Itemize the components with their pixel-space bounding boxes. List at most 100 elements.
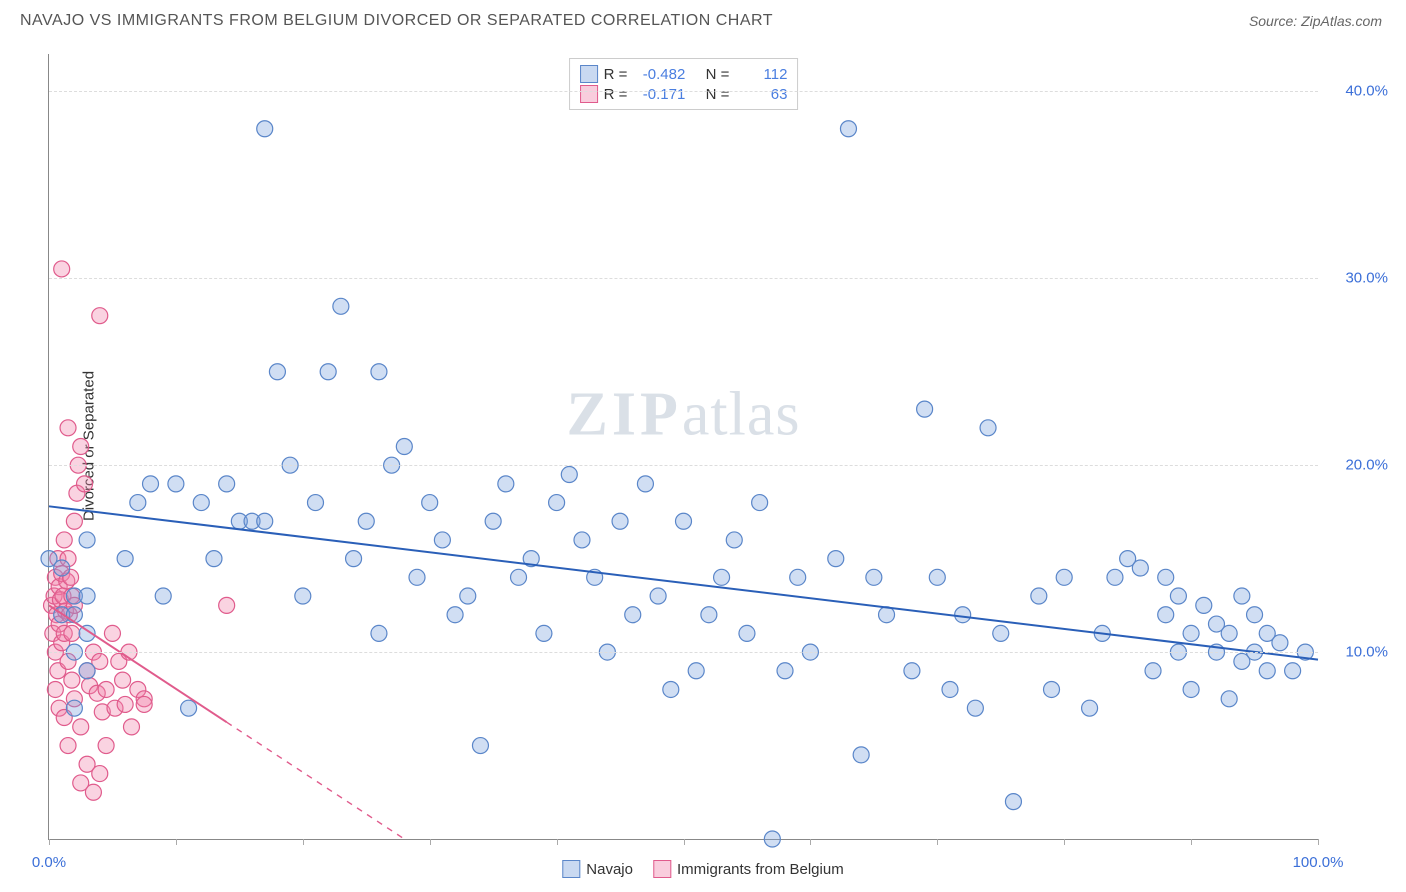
data-point [136,696,152,712]
swatch-belgium [580,85,598,103]
stats-row-belgium: R = -0.171 N = 63 [580,85,788,103]
data-point [1132,560,1148,576]
x-tick-label: 100.0% [1293,854,1344,871]
data-point [1158,607,1174,623]
data-point [371,364,387,380]
y-tick-label: 40.0% [1345,83,1388,100]
n-label: N = [706,86,730,103]
data-point [714,569,730,585]
data-point [688,663,704,679]
data-point [663,681,679,697]
data-point [66,513,82,529]
x-tick [1318,839,1319,845]
data-point [929,569,945,585]
data-point [1196,597,1212,613]
stats-legend-box: R = -0.482 N = 112 R = -0.171 N = 63 [569,58,799,110]
data-point [1183,625,1199,641]
data-point [790,569,806,585]
data-point [66,607,82,623]
legend-item-belgium: Immigrants from Belgium [653,860,844,878]
data-point [853,747,869,763]
data-point [358,513,374,529]
data-point [828,551,844,567]
data-point [942,681,958,697]
data-point [307,495,323,511]
r-label: R = [604,86,628,103]
plot-area: ZIPatlas R = -0.482 N = 112 R = -0.171 N… [48,54,1318,840]
data-point [193,495,209,511]
x-tick [49,839,50,845]
data-point [92,308,108,324]
data-point [219,476,235,492]
y-tick-label: 30.0% [1345,270,1388,287]
data-point [625,607,641,623]
x-tick [937,839,938,845]
data-point [472,738,488,754]
data-point [1056,569,1072,585]
data-point [422,495,438,511]
x-tick [684,839,685,845]
gridline [49,465,1318,466]
x-tick [303,839,304,845]
data-point [1005,794,1021,810]
data-point [1044,681,1060,697]
source-link[interactable]: ZipAtlas.com [1301,13,1382,29]
data-point [1259,663,1275,679]
x-tick [1064,839,1065,845]
data-point [536,625,552,641]
data-point [79,588,95,604]
data-point [206,551,222,567]
data-point [1145,663,1161,679]
r-value-belgium: -0.171 [633,86,685,103]
data-point [485,513,501,529]
y-tick-label: 10.0% [1345,644,1388,661]
stats-row-navajo: R = -0.482 N = 112 [580,65,788,83]
data-point [92,766,108,782]
data-point [917,401,933,417]
data-point [85,784,101,800]
data-point [967,700,983,716]
data-point [1234,588,1250,604]
data-point [155,588,171,604]
x-tick [430,839,431,845]
data-point [168,476,184,492]
data-point [320,364,336,380]
data-point [333,298,349,314]
data-point [73,719,89,735]
data-point [77,476,93,492]
data-point [47,681,63,697]
n-label: N = [706,66,730,83]
data-point [123,719,139,735]
data-point [676,513,692,529]
data-point [54,560,70,576]
data-point [130,495,146,511]
x-tick [810,839,811,845]
x-tick [1191,839,1192,845]
legend-item-navajo: Navajo [562,860,633,878]
data-point [1272,635,1288,651]
data-point [701,607,717,623]
data-point [54,261,70,277]
n-value-belgium: 63 [735,86,787,103]
data-point [98,681,114,697]
gridline [49,91,1318,92]
data-point [269,364,285,380]
data-point [104,625,120,641]
data-point [1221,625,1237,641]
trend-line-extrapolated [227,722,405,839]
data-point [396,439,412,455]
data-point [219,597,235,613]
data-point [79,532,95,548]
data-point [764,831,780,847]
data-point [1183,681,1199,697]
data-point [561,467,577,483]
x-tick [176,839,177,845]
data-point [549,495,565,511]
data-point [955,607,971,623]
gridline [49,652,1318,653]
data-point [752,495,768,511]
data-point [498,476,514,492]
data-point [181,700,197,716]
data-point [257,513,273,529]
data-point [904,663,920,679]
